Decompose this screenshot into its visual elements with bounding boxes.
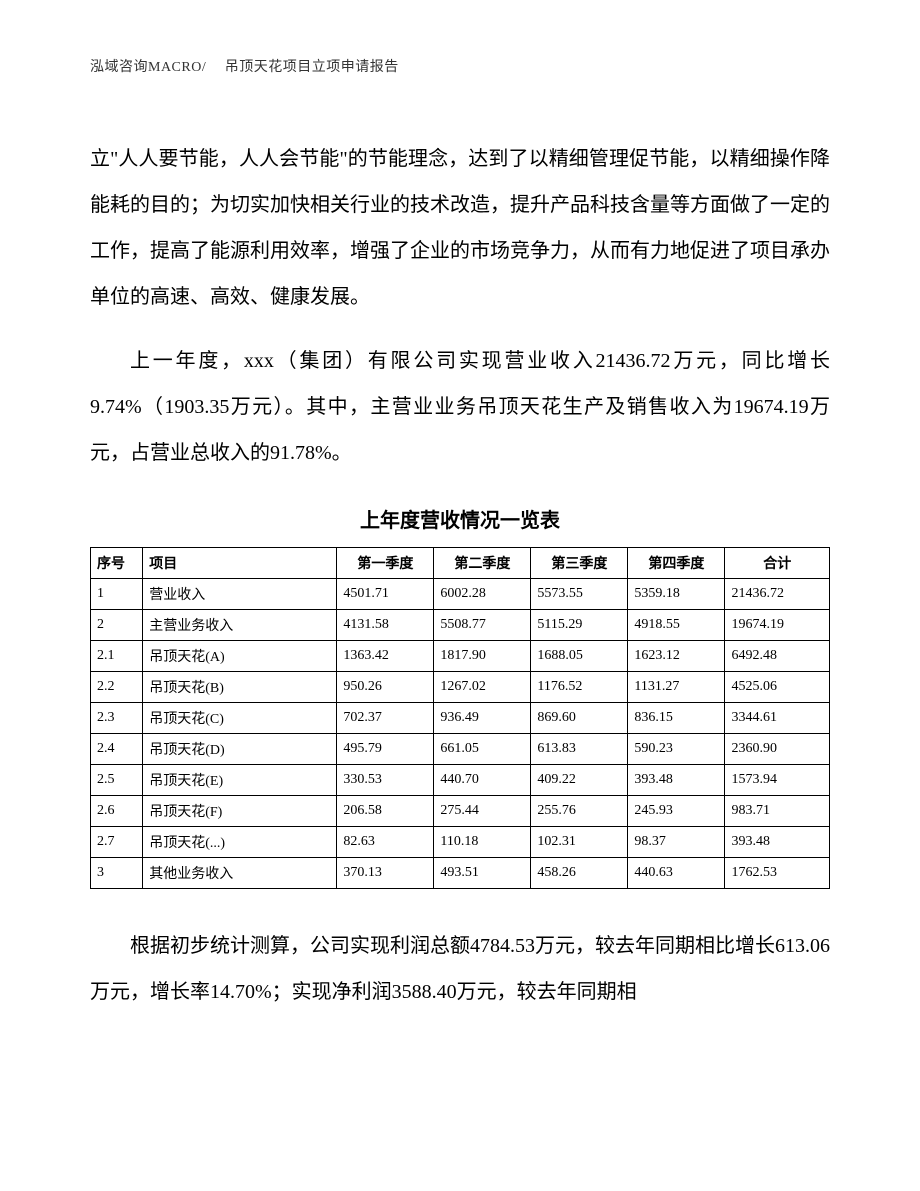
cell-item: 吊顶天花(E) bbox=[143, 765, 337, 796]
cell-seq: 2.1 bbox=[91, 641, 143, 672]
cell-q1: 330.53 bbox=[337, 765, 434, 796]
table-row: 2.2 吊顶天花(B) 950.26 1267.02 1176.52 1131.… bbox=[91, 672, 830, 703]
cell-q2: 5508.77 bbox=[434, 610, 531, 641]
table-row: 2.6 吊顶天花(F) 206.58 275.44 255.76 245.93 … bbox=[91, 796, 830, 827]
cell-q2: 6002.28 bbox=[434, 579, 531, 610]
col-header-q2: 第二季度 bbox=[434, 548, 531, 579]
col-header-seq: 序号 bbox=[91, 548, 143, 579]
cell-q4: 440.63 bbox=[628, 858, 725, 889]
cell-total: 1573.94 bbox=[725, 765, 830, 796]
cell-item: 主营业务收入 bbox=[143, 610, 337, 641]
cell-q1: 4131.58 bbox=[337, 610, 434, 641]
cell-q1: 82.63 bbox=[337, 827, 434, 858]
cell-seq: 2.4 bbox=[91, 734, 143, 765]
cell-total: 21436.72 bbox=[725, 579, 830, 610]
col-header-q1: 第一季度 bbox=[337, 548, 434, 579]
cell-total: 19674.19 bbox=[725, 610, 830, 641]
cell-seq: 2.5 bbox=[91, 765, 143, 796]
cell-q1: 1363.42 bbox=[337, 641, 434, 672]
cell-seq: 2 bbox=[91, 610, 143, 641]
table-row: 2.7 吊顶天花(...) 82.63 110.18 102.31 98.37 … bbox=[91, 827, 830, 858]
cell-seq: 2.6 bbox=[91, 796, 143, 827]
cell-q4: 1623.12 bbox=[628, 641, 725, 672]
table-row: 1 营业收入 4501.71 6002.28 5573.55 5359.18 2… bbox=[91, 579, 830, 610]
table-header-row: 序号 项目 第一季度 第二季度 第三季度 第四季度 合计 bbox=[91, 548, 830, 579]
cell-item: 吊顶天花(F) bbox=[143, 796, 337, 827]
paragraph-2: 上一年度，xxx（集团）有限公司实现营业收入21436.72万元，同比增长9.7… bbox=[90, 338, 830, 476]
col-header-q3: 第三季度 bbox=[531, 548, 628, 579]
cell-q3: 1688.05 bbox=[531, 641, 628, 672]
cell-q4: 245.93 bbox=[628, 796, 725, 827]
cell-seq: 1 bbox=[91, 579, 143, 610]
cell-q2: 1817.90 bbox=[434, 641, 531, 672]
cell-seq: 3 bbox=[91, 858, 143, 889]
cell-q3: 5573.55 bbox=[531, 579, 628, 610]
cell-q1: 950.26 bbox=[337, 672, 434, 703]
cell-q3: 869.60 bbox=[531, 703, 628, 734]
cell-q4: 590.23 bbox=[628, 734, 725, 765]
cell-q4: 836.15 bbox=[628, 703, 725, 734]
cell-q4: 98.37 bbox=[628, 827, 725, 858]
cell-seq: 2.7 bbox=[91, 827, 143, 858]
cell-q2: 110.18 bbox=[434, 827, 531, 858]
cell-q2: 493.51 bbox=[434, 858, 531, 889]
table-row: 3 其他业务收入 370.13 493.51 458.26 440.63 176… bbox=[91, 858, 830, 889]
cell-q4: 393.48 bbox=[628, 765, 725, 796]
cell-q3: 5115.29 bbox=[531, 610, 628, 641]
table-title: 上年度营收情况一览表 bbox=[90, 504, 830, 533]
table-row: 2 主营业务收入 4131.58 5508.77 5115.29 4918.55… bbox=[91, 610, 830, 641]
cell-total: 6492.48 bbox=[725, 641, 830, 672]
cell-q2: 275.44 bbox=[434, 796, 531, 827]
cell-q2: 661.05 bbox=[434, 734, 531, 765]
cell-q2: 1267.02 bbox=[434, 672, 531, 703]
cell-q3: 1176.52 bbox=[531, 672, 628, 703]
cell-q4: 4918.55 bbox=[628, 610, 725, 641]
cell-q3: 458.26 bbox=[531, 858, 628, 889]
cell-item: 吊顶天花(...) bbox=[143, 827, 337, 858]
page-header: 泓域咨询MACRO/ 吊顶天花项目立项申请报告 bbox=[90, 56, 830, 76]
col-header-total: 合计 bbox=[725, 548, 830, 579]
cell-item: 吊顶天花(A) bbox=[143, 641, 337, 672]
cell-item: 其他业务收入 bbox=[143, 858, 337, 889]
cell-item: 吊顶天花(B) bbox=[143, 672, 337, 703]
cell-total: 2360.90 bbox=[725, 734, 830, 765]
cell-item: 吊顶天花(D) bbox=[143, 734, 337, 765]
cell-q4: 1131.27 bbox=[628, 672, 725, 703]
cell-item: 吊顶天花(C) bbox=[143, 703, 337, 734]
table-body: 1 营业收入 4501.71 6002.28 5573.55 5359.18 2… bbox=[91, 579, 830, 889]
table-row: 2.4 吊顶天花(D) 495.79 661.05 613.83 590.23 … bbox=[91, 734, 830, 765]
revenue-table: 序号 项目 第一季度 第二季度 第三季度 第四季度 合计 1 营业收入 4501… bbox=[90, 547, 830, 889]
table-row: 2.3 吊顶天花(C) 702.37 936.49 869.60 836.15 … bbox=[91, 703, 830, 734]
cell-q2: 440.70 bbox=[434, 765, 531, 796]
cell-q1: 702.37 bbox=[337, 703, 434, 734]
cell-seq: 2.3 bbox=[91, 703, 143, 734]
cell-q1: 4501.71 bbox=[337, 579, 434, 610]
cell-total: 4525.06 bbox=[725, 672, 830, 703]
cell-total: 3344.61 bbox=[725, 703, 830, 734]
cell-q3: 102.31 bbox=[531, 827, 628, 858]
cell-q2: 936.49 bbox=[434, 703, 531, 734]
cell-item: 营业收入 bbox=[143, 579, 337, 610]
table-row: 2.1 吊顶天花(A) 1363.42 1817.90 1688.05 1623… bbox=[91, 641, 830, 672]
cell-total: 393.48 bbox=[725, 827, 830, 858]
col-header-q4: 第四季度 bbox=[628, 548, 725, 579]
cell-seq: 2.2 bbox=[91, 672, 143, 703]
cell-q1: 495.79 bbox=[337, 734, 434, 765]
col-header-item: 项目 bbox=[143, 548, 337, 579]
cell-total: 983.71 bbox=[725, 796, 830, 827]
cell-q3: 613.83 bbox=[531, 734, 628, 765]
cell-q3: 409.22 bbox=[531, 765, 628, 796]
cell-q1: 370.13 bbox=[337, 858, 434, 889]
table-row: 2.5 吊顶天花(E) 330.53 440.70 409.22 393.48 … bbox=[91, 765, 830, 796]
paragraph-1: 立"人人要节能，人人会节能"的节能理念，达到了以精细管理促节能，以精细操作降能耗… bbox=[90, 136, 830, 320]
cell-q4: 5359.18 bbox=[628, 579, 725, 610]
paragraph-3: 根据初步统计测算，公司实现利润总额4784.53万元，较去年同期相比增长613.… bbox=[90, 923, 830, 1015]
cell-q3: 255.76 bbox=[531, 796, 628, 827]
cell-total: 1762.53 bbox=[725, 858, 830, 889]
cell-q1: 206.58 bbox=[337, 796, 434, 827]
